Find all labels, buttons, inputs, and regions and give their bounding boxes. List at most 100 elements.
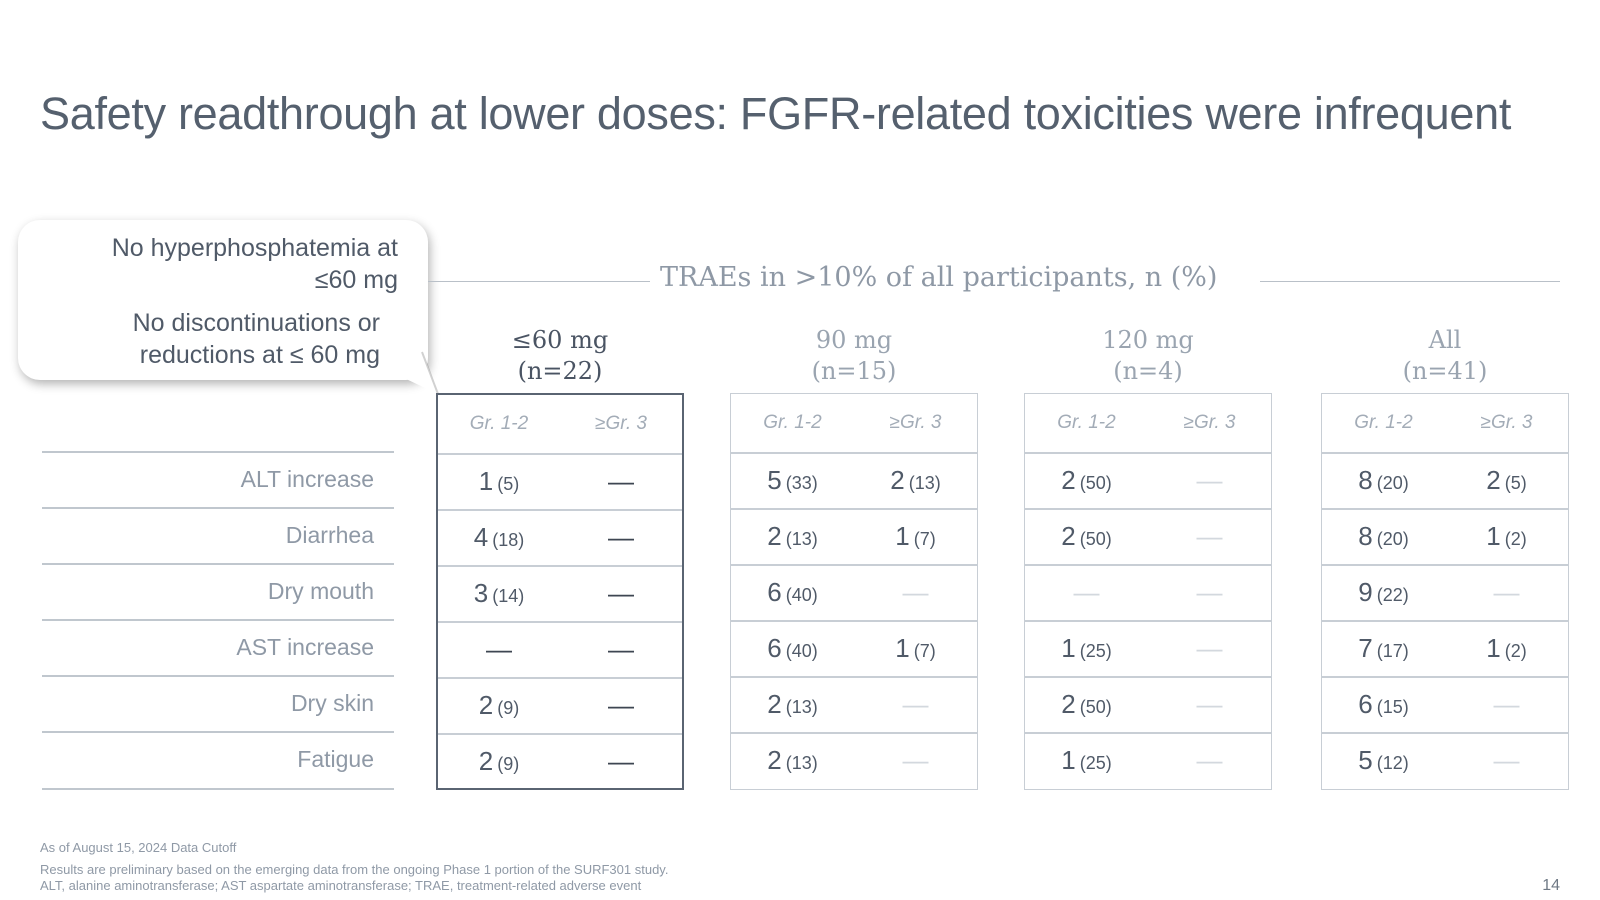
cell-count: 6 (767, 633, 782, 663)
cell-percent: (2) (1504, 529, 1527, 549)
group-n: (n=41) (1402, 357, 1488, 385)
empty-dash: — (1493, 577, 1520, 607)
row-divider (731, 620, 977, 622)
cell-percent: (14) (492, 586, 525, 606)
cell-count: 1 (895, 521, 910, 551)
cell-percent: (12) (1376, 753, 1409, 773)
cell-percent: (7) (913, 641, 936, 661)
row-label-text: Fatigue (297, 746, 374, 772)
empty-dash: — (1493, 745, 1520, 775)
table-cell: 6 (40) (731, 564, 854, 620)
cell-count: 2 (767, 745, 782, 775)
cell-percent: (22) (1376, 585, 1409, 605)
table-cell: 1 (7) (854, 508, 977, 564)
callout-line-4: reductions at ≤ 60 mg (139, 341, 380, 369)
empty-dash: — (608, 522, 634, 552)
empty-dash: — (902, 577, 929, 607)
grade-1-2-header: Gr. 1-2 (1057, 412, 1116, 433)
row-divider (731, 452, 977, 454)
cell-count: 2 (1486, 465, 1501, 495)
empty-dash: — (1196, 689, 1223, 719)
table-cell: — (560, 453, 682, 509)
table-cell: — (1148, 676, 1271, 732)
group-label-le60: ≤60 mg (n=22) (436, 325, 684, 387)
table-cell: 8 (20) (1322, 452, 1445, 508)
empty-dash: — (1493, 689, 1520, 719)
cell-percent: (18) (492, 530, 525, 550)
empty-dash: — (608, 746, 634, 776)
row-divider (1025, 732, 1271, 734)
empty-dash: — (902, 745, 929, 775)
header-rule-right (1260, 281, 1560, 282)
table-cell: 1 (5) (438, 453, 560, 509)
row-divider (1025, 452, 1271, 454)
row-divider (731, 564, 977, 566)
empty-dash: — (902, 689, 929, 719)
table-cell: 1 (7) (854, 620, 977, 676)
cell-count: 6 (767, 577, 782, 607)
empty-dash: — (608, 466, 634, 496)
label-divider (42, 788, 394, 790)
callout-tail (400, 350, 439, 395)
row-divider (731, 676, 977, 678)
cell-count: 5 (767, 465, 782, 495)
table-cell: — (854, 676, 977, 732)
table-cell: — (560, 621, 682, 677)
cell-percent: (50) (1079, 697, 1112, 717)
table-cell: — (560, 509, 682, 565)
table-cell: — (438, 621, 560, 677)
group-dose: 90 mg (815, 326, 893, 354)
row-label-text: Diarrhea (285, 522, 374, 548)
row-divider (1025, 620, 1271, 622)
grade-header-row: Gr. 1-2 ≥Gr. 3 (1322, 394, 1568, 448)
callout-box: No hyperphosphatemia at ≤60 mg No discon… (18, 220, 428, 380)
page-number: 14 (1542, 877, 1560, 894)
row-label-text: Dry mouth (267, 578, 374, 604)
row-divider (731, 732, 977, 734)
table-cell: — (1445, 676, 1568, 732)
cell-count: 8 (1358, 521, 1373, 551)
row-label-text: ALT increase (240, 466, 374, 492)
cell-count: 2 (767, 689, 782, 719)
row-divider (1322, 732, 1568, 734)
cell-percent: (50) (1079, 529, 1112, 549)
table-cell: — (1148, 508, 1271, 564)
empty-dash: — (1196, 633, 1223, 663)
cell-percent: (13) (785, 529, 818, 549)
empty-dash: — (1196, 521, 1223, 551)
empty-dash: — (608, 578, 634, 608)
cell-count: 1 (1061, 745, 1076, 775)
table-cell: — (854, 732, 977, 788)
row-divider (438, 677, 682, 679)
grade-3-header: ≥Gr. 3 (595, 413, 647, 434)
table-cell: — (560, 733, 682, 789)
cell-percent: (9) (497, 754, 520, 774)
row-label: AST increase (42, 619, 382, 675)
cell-count: 2 (1061, 689, 1076, 719)
label-divider (42, 507, 394, 509)
grade-1-2-header: Gr. 1-2 (763, 412, 822, 433)
table-cell: 2 (13) (731, 732, 854, 788)
group-box: Gr. 1-2 ≥Gr. 3 8 (20) 2 (5) 8 (20) 1 (2) 9 (22) —7 (1… (1321, 393, 1569, 790)
table-cell: — (1025, 564, 1148, 620)
grade-3-header: ≥Gr. 3 (1480, 412, 1533, 433)
cell-count: 1 (478, 466, 494, 496)
table-cell: 3 (14) (438, 565, 560, 621)
cell-percent: (13) (785, 697, 818, 717)
empty-dash: — (1196, 465, 1223, 495)
grade-3-header: ≥Gr. 3 (1183, 412, 1236, 433)
group-n: (n=4) (1113, 357, 1183, 385)
table-cell: — (854, 564, 977, 620)
table-cell: 2 (5) (1445, 452, 1568, 508)
table-cell: — (1445, 564, 1568, 620)
table-cell: 2 (50) (1025, 508, 1148, 564)
group-box: Gr. 1-2 ≥Gr. 3 5 (33) 2 (13) 2 (13) 1 (7) 6 (40) —6(… (730, 393, 978, 790)
cell-percent: (25) (1079, 753, 1112, 773)
table-cell: 2 (9) (438, 733, 560, 789)
cell-count: 1 (1061, 633, 1076, 663)
cell-percent: (9) (497, 698, 520, 718)
label-divider (42, 563, 394, 565)
empty-dash: — (1196, 745, 1223, 775)
group-label-90: 90 mg (n=15) (730, 325, 978, 387)
table-cell: 4 (18) (438, 509, 560, 565)
